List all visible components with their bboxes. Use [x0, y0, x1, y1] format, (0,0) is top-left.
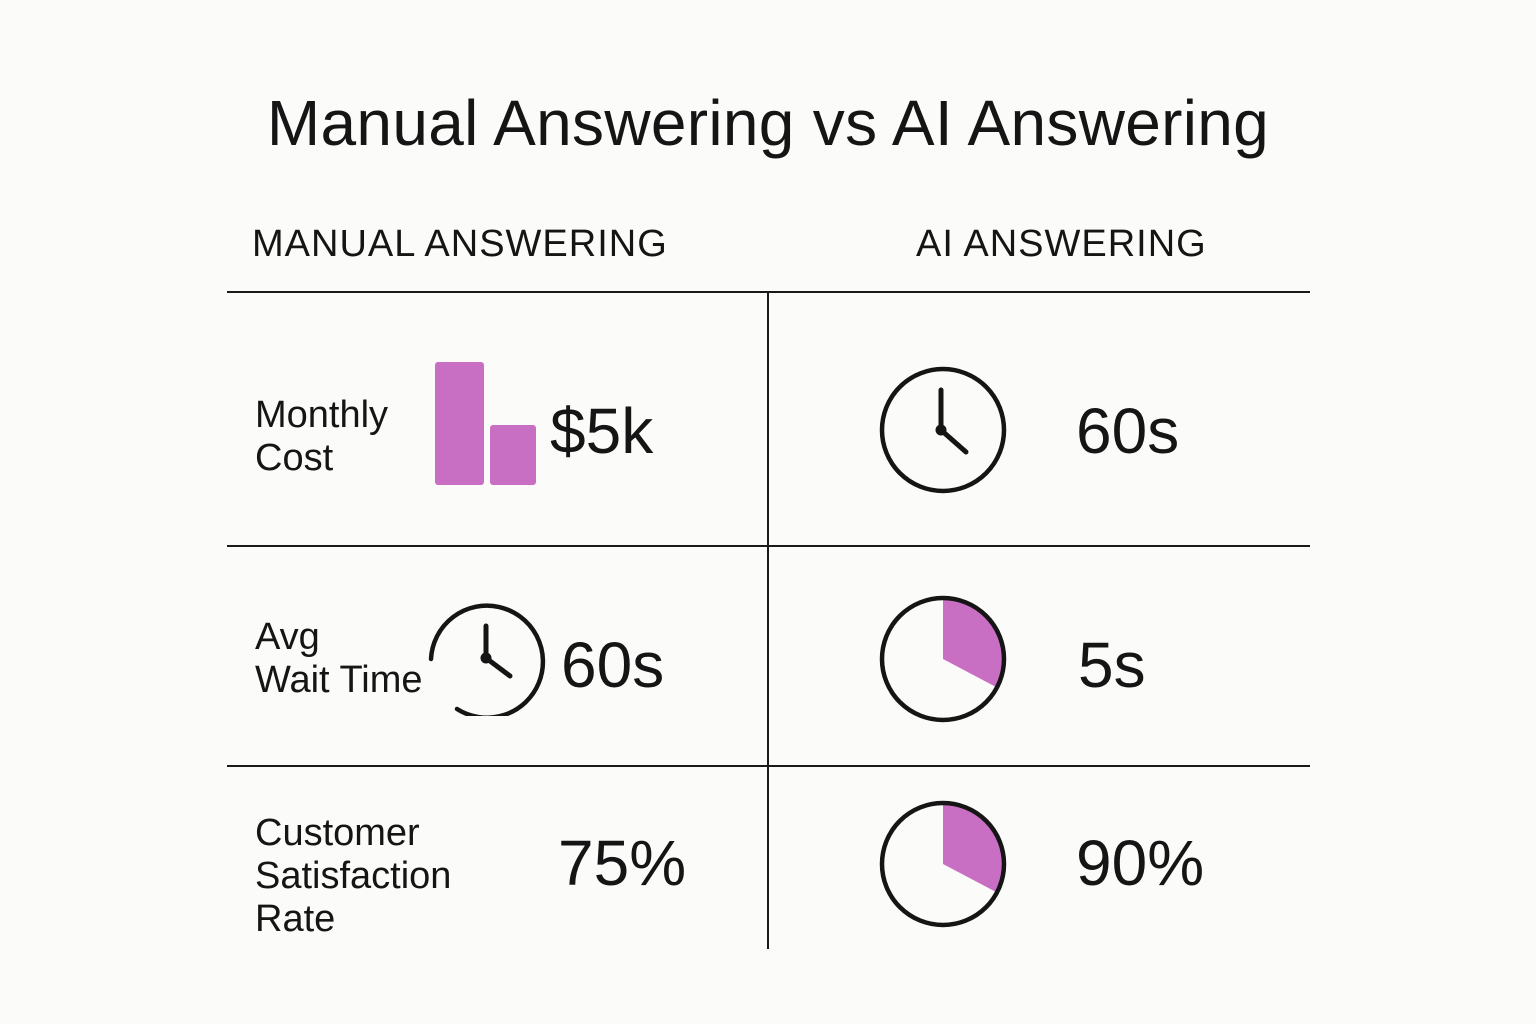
bar-chart-bar-tall: [435, 362, 484, 485]
row-label-line: Cost: [255, 437, 334, 479]
row-label-line: Satisfaction: [255, 855, 452, 897]
bar-chart-icon: [434, 362, 538, 486]
manual-avg-wait-time-value: 60s: [561, 629, 665, 701]
row-label-line: Avg: [255, 616, 320, 658]
row-label-monthly-cost: Monthly Cost: [255, 394, 388, 480]
row-label-avg-wait-time: Avg Wait Time: [255, 616, 423, 702]
row-label-line: Customer: [255, 812, 420, 854]
ai-customer-satisfaction-value: 90%: [1076, 827, 1205, 899]
row-label-line: Monthly: [255, 394, 389, 436]
clock-icon: [428, 603, 546, 716]
column-divider: [767, 293, 769, 949]
column-header-ai: AI ANSWERING: [916, 223, 1207, 265]
row-label-customer-satisfaction-rate: Customer Satisfaction Rate: [255, 812, 451, 941]
page-title: Manual Answering vs AI Answering: [266, 87, 1270, 159]
row-label-line: Wait Time: [255, 659, 423, 701]
manual-monthly-cost-value: $5k: [550, 395, 654, 467]
bar-chart-bar-short: [490, 425, 536, 485]
header-divider: [227, 291, 1310, 293]
pie-chart-icon: [879, 595, 1007, 723]
manual-customer-satisfaction-value: 75%: [558, 827, 687, 899]
row-label-line: Rate: [255, 898, 336, 940]
pie-chart-icon: [879, 800, 1007, 928]
column-header-manual: MANUAL ANSWERING: [252, 223, 668, 265]
ai-monthly-cost-value: 60s: [1076, 395, 1180, 467]
clock-icon: [879, 366, 1007, 494]
ai-avg-wait-time-value: 5s: [1078, 629, 1146, 701]
